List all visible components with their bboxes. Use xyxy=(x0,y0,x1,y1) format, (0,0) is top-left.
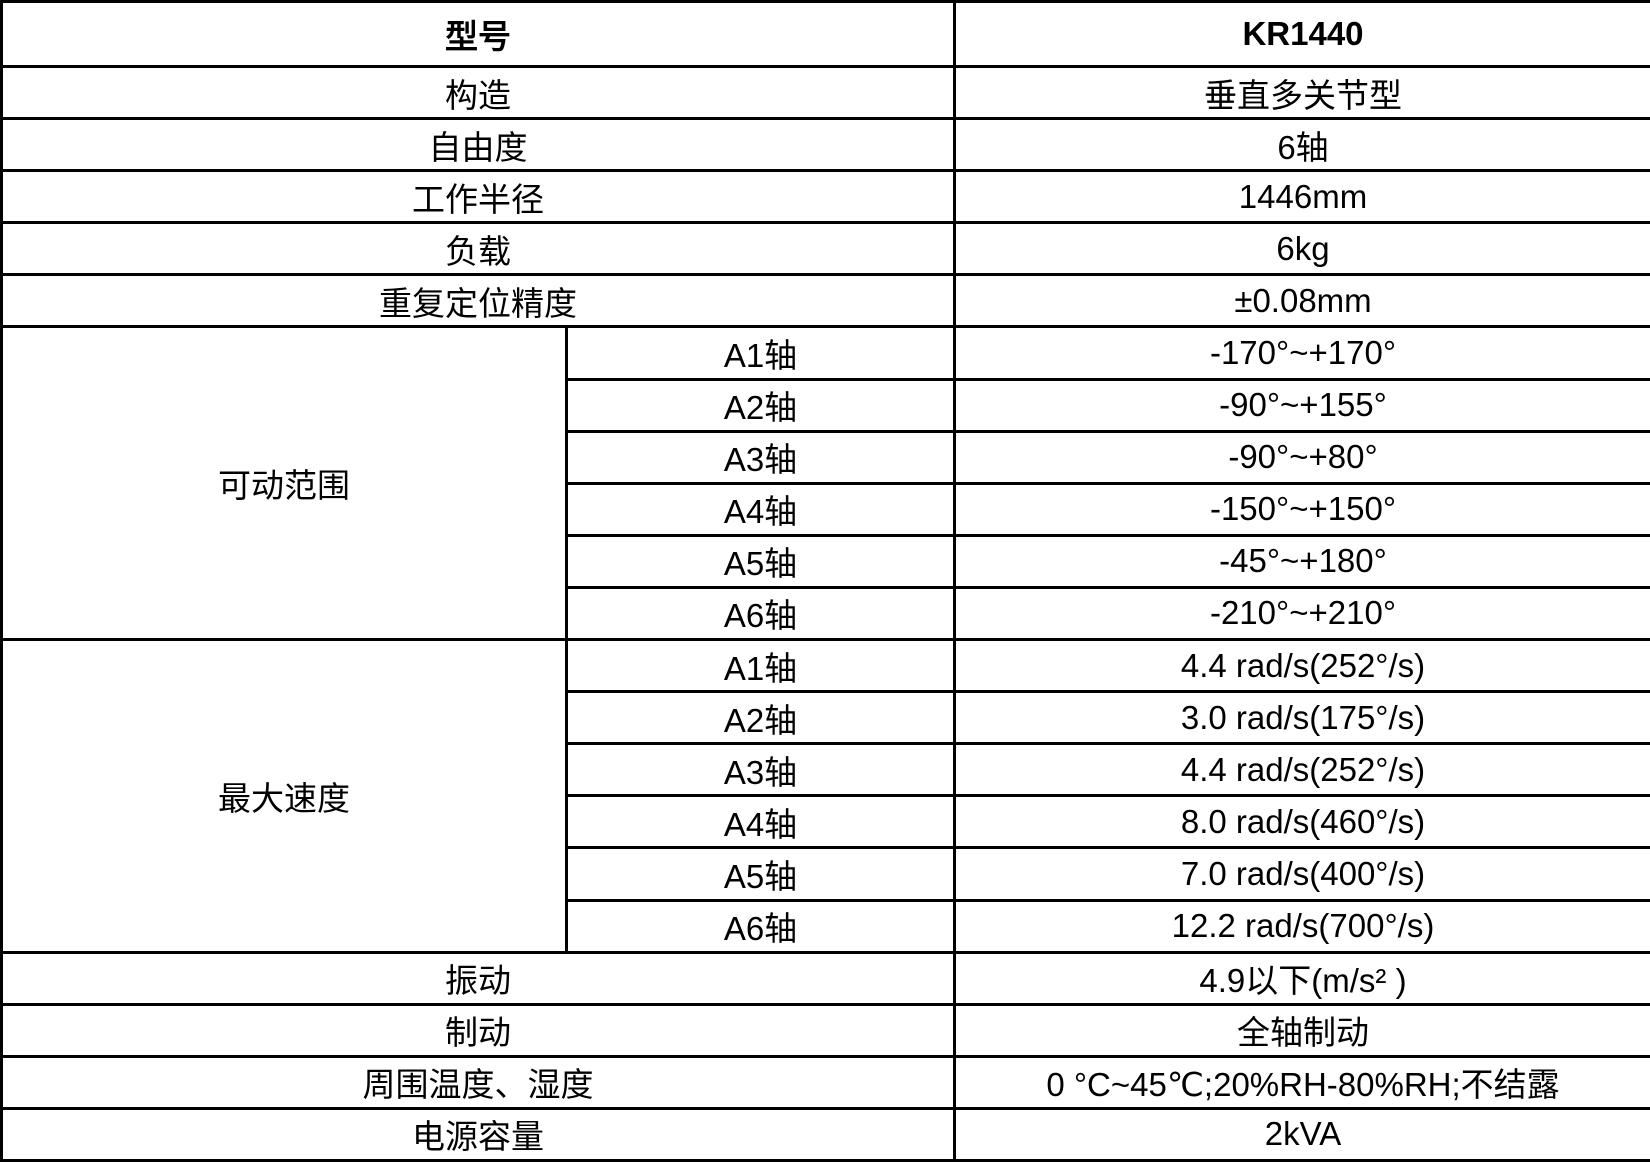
row-label: 工作半径 xyxy=(0,169,956,225)
row-label: 负载 xyxy=(0,221,956,277)
table-row-range-a5: A5轴 -45°~+180° xyxy=(2,533,1650,589)
axis-label: A1轴 xyxy=(565,325,956,381)
row-label: 构造 xyxy=(0,64,956,121)
table-row-model: 型号 KR1440 xyxy=(0,0,1650,68)
axis-label: A4轴 xyxy=(565,481,956,537)
table-row-speed-a2: A2轴 3.0 rad/s(175°/s) xyxy=(2,690,1650,746)
axis-label: A6轴 xyxy=(565,585,956,642)
row-label: 制动 xyxy=(0,1002,956,1058)
table-row-work-radius: 工作半径 1446mm xyxy=(0,169,1650,225)
axis-value: -170°~+170° xyxy=(953,325,1650,381)
row-label: 电源容量 xyxy=(0,1106,956,1162)
table-row-vibration: 振动 4.9以下(m/s² ) xyxy=(0,950,1650,1006)
table-row-brake: 制动 全轴制动 xyxy=(0,1002,1650,1058)
axis-label: A2轴 xyxy=(565,377,956,433)
axis-value: -210°~+210° xyxy=(953,585,1650,642)
table-row-dof: 自由度 6轴 xyxy=(0,117,1650,173)
table-row-payload: 负载 6kg xyxy=(0,221,1650,277)
row-label: 振动 xyxy=(0,950,956,1006)
axis-value: -150°~+150° xyxy=(953,481,1650,537)
axis-value: -90°~+155° xyxy=(953,377,1650,433)
row-label: 重复定位精度 xyxy=(0,273,956,329)
table-row-range-a2: A2轴 -90°~+155° xyxy=(2,377,1650,433)
axis-label: A2轴 xyxy=(565,690,956,746)
table-row-repeatability: 重复定位精度 ±0.08mm xyxy=(0,273,1650,329)
row-value: 垂直多关节型 xyxy=(953,64,1650,121)
table-row-range-a4: A4轴 -150°~+150° xyxy=(2,481,1650,537)
table-row-speed-a3: A3轴 4.4 rad/s(252°/s) xyxy=(2,742,1650,798)
axis-value: 7.0 rad/s(400°/s) xyxy=(953,846,1650,902)
axis-label: A4轴 xyxy=(565,794,956,850)
axis-label: A5轴 xyxy=(565,533,956,589)
axis-label: A3轴 xyxy=(565,429,956,485)
axis-label: A3轴 xyxy=(565,742,956,798)
axis-label: A5轴 xyxy=(565,846,956,902)
axis-value: 4.4 rad/s(252°/s) xyxy=(953,638,1650,694)
axis-label: A1轴 xyxy=(565,638,956,694)
table-row-speed-a6: A6轴 12.2 rad/s(700°/s) xyxy=(2,898,1650,954)
table-row-speed-a1: 最大速度 A1轴 4.4 rad/s(252°/s) xyxy=(0,638,1650,954)
axis-label: A6轴 xyxy=(565,898,956,954)
row-label: 周围温度、湿度 xyxy=(0,1054,956,1110)
row-value: 1446mm xyxy=(953,169,1650,225)
row-value: 全轴制动 xyxy=(953,1002,1650,1058)
group-label-max-speed: 最大速度 xyxy=(0,638,568,954)
model-value: KR1440 xyxy=(953,0,1650,68)
axis-value: 4.4 rad/s(252°/s) xyxy=(953,742,1650,798)
row-value: 0 °C~45℃;20%RH-80%RH;不结露 xyxy=(953,1054,1650,1110)
row-label: 自由度 xyxy=(0,117,956,173)
axis-value: 3.0 rad/s(175°/s) xyxy=(953,690,1650,746)
table-row-power: 电源容量 2kVA xyxy=(0,1106,1650,1162)
table-row-range-a3: A3轴 -90°~+80° xyxy=(2,429,1650,485)
row-value: ±0.08mm xyxy=(953,273,1650,329)
row-value: 2kVA xyxy=(953,1106,1650,1162)
group-label-motion-range: 可动范围 xyxy=(0,325,568,642)
model-label: 型号 xyxy=(0,0,956,68)
axis-value: 12.2 rad/s(700°/s) xyxy=(953,898,1650,954)
row-value: 6kg xyxy=(953,221,1650,277)
row-value: 4.9以下(m/s² ) xyxy=(953,950,1650,1006)
axis-value: 8.0 rad/s(460°/s) xyxy=(953,794,1650,850)
table-row-range-a6: A6轴 -210°~+210° xyxy=(2,585,1650,642)
table-row-range-a1: 可动范围 A1轴 -170°~+170° xyxy=(0,325,1650,642)
table-row-ambient: 周围温度、湿度 0 °C~45℃;20%RH-80%RH;不结露 xyxy=(0,1054,1650,1110)
table-row-speed-a5: A5轴 7.0 rad/s(400°/s) xyxy=(2,846,1650,902)
axis-value: -90°~+80° xyxy=(953,429,1650,485)
table-row-structure: 构造 垂直多关节型 xyxy=(0,64,1650,121)
table-row-speed-a4: A4轴 8.0 rad/s(460°/s) xyxy=(2,794,1650,850)
axis-value: -45°~+180° xyxy=(953,533,1650,589)
row-value: 6轴 xyxy=(953,117,1650,173)
